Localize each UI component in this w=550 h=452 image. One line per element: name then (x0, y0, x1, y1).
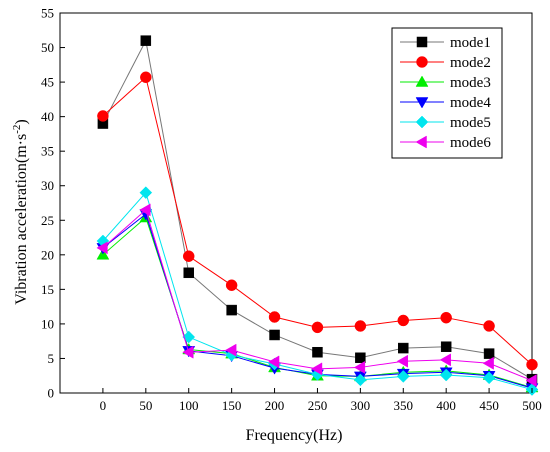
series-mode1 (97, 35, 538, 385)
data-point (140, 71, 152, 84)
legend-label: mode4 (450, 95, 491, 111)
data-point (439, 368, 453, 382)
plot-area (59, 12, 539, 396)
data-point (483, 320, 495, 332)
series-mode2 (97, 71, 538, 371)
y-tick-label: 15 (41, 282, 54, 297)
legend-label: mode5 (450, 115, 491, 131)
y-tick-label: 0 (48, 386, 55, 401)
y-tick-label: 45 (41, 75, 54, 90)
x-axis-title: Frequency(Hz) (246, 427, 343, 444)
y-tick-label: 30 (41, 178, 54, 193)
data-point (482, 356, 494, 370)
data-point (482, 371, 496, 385)
data-point (354, 320, 367, 332)
legend-label: mode3 (450, 75, 491, 91)
legend-label: mode2 (450, 55, 491, 71)
legend-marker (415, 75, 429, 87)
data-point (268, 355, 280, 369)
y-tick-label: 5 (48, 351, 55, 366)
legend-label: mode6 (450, 135, 491, 151)
legend-item: mode1 (400, 35, 491, 51)
data-point (226, 304, 237, 316)
legend-marker (415, 115, 429, 129)
data-point (182, 250, 195, 262)
data-point (140, 35, 152, 46)
data-point (397, 314, 410, 327)
x-tick-label: 100 (179, 398, 199, 413)
data-point (354, 373, 367, 387)
x-tick-label: 250 (308, 398, 328, 413)
data-point (483, 348, 495, 359)
data-point (355, 352, 366, 364)
y-tick-label: 50 (41, 40, 54, 55)
legend-marker (416, 36, 428, 48)
plot-frame (59, 12, 533, 394)
x-tick-label: 150 (222, 398, 242, 413)
data-point (525, 374, 537, 387)
x-tick-label: 0 (100, 398, 107, 413)
series-mode6 (96, 203, 537, 387)
x-tick-label: 50 (139, 398, 152, 413)
data-point (268, 311, 281, 323)
y-tick-label: 55 (41, 6, 54, 21)
legend-item: mode4 (400, 95, 491, 111)
data-point (439, 353, 451, 367)
legend-marker (415, 97, 429, 109)
data-point (396, 370, 410, 383)
legend-label: mode1 (450, 35, 491, 51)
legend-box (391, 27, 503, 159)
y-tick-label: 40 (41, 109, 54, 124)
legend-marker (415, 135, 427, 149)
data-point (182, 345, 194, 359)
y-tick-label: 10 (41, 316, 54, 331)
data-point (139, 186, 153, 199)
data-point (440, 311, 452, 324)
y-tick-label: 20 (41, 247, 54, 262)
data-point (96, 241, 108, 255)
legend: mode1 mode2 mode3 mode4 mode5 mode6 (391, 27, 503, 159)
data-point (353, 361, 366, 374)
data-point (182, 330, 196, 344)
data-point (311, 321, 324, 334)
legend-item: mode2 (400, 55, 491, 71)
series-mode3 (96, 211, 539, 393)
data-point (139, 203, 151, 217)
x-tick-label: 500 (522, 398, 542, 413)
data-point (398, 342, 409, 354)
series-mode5 (96, 186, 539, 396)
legend-item: mode3 (400, 75, 491, 91)
x-tick-label: 200 (265, 398, 285, 413)
data-point (225, 279, 238, 291)
x-tick-label: 300 (351, 398, 371, 413)
y-tick-label: 25 (41, 213, 54, 228)
data-point (440, 341, 452, 352)
series-line (102, 191, 533, 391)
legend-item: mode6 (400, 135, 491, 151)
x-tick-label: 350 (394, 398, 414, 413)
legend-item: mode5 (400, 115, 491, 131)
x-tick-label: 400 (436, 398, 456, 413)
data-point (310, 362, 323, 376)
data-point (97, 110, 109, 122)
x-axis-ticks: 0 50 100 150 200 250 300 350 400 450 500 (100, 388, 542, 413)
legend-marker (416, 56, 428, 68)
data-point (526, 358, 538, 371)
data-point (183, 267, 194, 279)
data-point (396, 354, 409, 368)
data-point (312, 346, 323, 358)
data-point (269, 329, 280, 341)
y-axis-ticks: 0 5 10 15 20 25 30 35 40 45 50 55 (41, 6, 65, 401)
data-point (225, 343, 237, 357)
y-axis-title: Vibration acceleration(m·s-2) (11, 119, 30, 304)
y-tick-label: 35 (41, 144, 54, 159)
x-tick-label: 450 (479, 398, 499, 413)
